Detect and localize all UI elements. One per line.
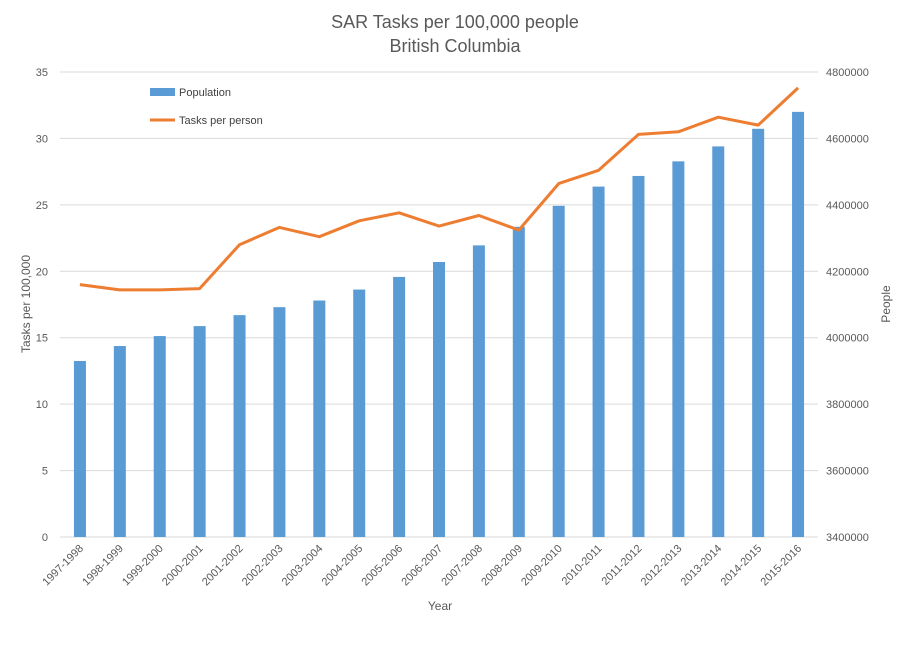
x-tick-label: 1998-1999	[80, 543, 126, 589]
bar-population	[552, 205, 565, 537]
x-tick-label: 2008-2009	[479, 543, 525, 589]
x-tick-label: 2001-2002	[200, 543, 246, 589]
bar-population	[712, 146, 725, 537]
bar-series	[73, 111, 805, 538]
right-tick-label: 3600000	[826, 466, 869, 478]
x-tick-label: 2010-2011	[560, 543, 605, 588]
bar-population	[672, 161, 685, 537]
bar-population	[592, 186, 605, 537]
bar-population	[113, 346, 126, 537]
left-tick-label: 20	[36, 266, 48, 278]
right-tick-label: 4200000	[826, 266, 869, 278]
right-axis-title: People	[879, 285, 893, 323]
right-tick-label: 3400000	[826, 532, 869, 544]
bar-population	[433, 261, 445, 537]
x-axis-title: Year	[428, 599, 452, 613]
right-tick-label: 4600000	[826, 133, 869, 145]
bar-population	[273, 307, 286, 537]
line-series	[79, 86, 800, 292]
line-tasks-per-person	[79, 86, 800, 292]
x-axis-ticks: 1997-19981998-19991999-20002000-20012001…	[40, 543, 804, 589]
bar-population	[512, 226, 525, 537]
left-tick-label: 0	[42, 532, 48, 544]
bar-population	[632, 175, 645, 538]
left-axis-ticks: 0 5 10 15 20 25 30 35	[36, 67, 48, 544]
x-tick-label: 2007-2008	[439, 543, 485, 589]
bar-population	[73, 360, 86, 537]
x-tick-label: 1999-2000	[120, 543, 166, 589]
bar-population	[233, 315, 246, 537]
left-axis-title: Tasks per 100,000	[19, 255, 33, 353]
chart-title: SAR Tasks per 100,000 people	[331, 12, 579, 32]
legend-label-tasks: Tasks per person	[179, 115, 263, 127]
bar-population	[193, 326, 206, 537]
legend-label-population: Population	[179, 87, 231, 99]
left-tick-label: 10	[36, 399, 48, 411]
right-tick-label: 4800000	[826, 67, 869, 79]
left-tick-label: 30	[36, 133, 48, 145]
bar-population	[393, 276, 406, 537]
chart-subtitle: British Columbia	[389, 36, 521, 56]
x-tick-label: 2009-2010	[519, 543, 565, 589]
x-tick-label: 2011-2012	[599, 543, 644, 588]
bar-population	[353, 289, 366, 537]
right-tick-label: 3800000	[826, 399, 869, 411]
right-tick-label: 4000000	[826, 333, 869, 345]
bar-population	[313, 300, 326, 537]
legend: Population Tasks per person	[150, 87, 263, 127]
legend-swatch-population	[150, 88, 175, 96]
left-tick-label: 5	[42, 466, 48, 478]
x-tick-label: 2012-2013	[639, 543, 685, 589]
x-tick-label: 2004-2005	[320, 543, 366, 589]
left-tick-label: 15	[36, 333, 48, 345]
left-tick-label: 25	[36, 200, 48, 212]
bar-population	[792, 111, 805, 537]
x-tick-label: 2013-2014	[679, 543, 725, 589]
x-tick-label: 2015-2016	[758, 543, 804, 589]
x-tick-label: 2006-2007	[399, 543, 445, 589]
x-tick-label: 2014-2015	[719, 543, 765, 589]
x-tick-label: 2002-2003	[240, 543, 286, 589]
bar-population	[752, 128, 765, 537]
left-tick-label: 35	[36, 67, 48, 79]
x-tick-label: 2000-2001	[160, 543, 206, 589]
x-tick-label: 1997-1998	[40, 543, 86, 589]
bar-population	[153, 336, 166, 537]
x-tick-label: 2003-2004	[280, 543, 326, 589]
x-tick-label: 2005-2006	[360, 543, 406, 589]
right-axis-ticks: 3400000 3600000 3800000 4000000 4200000 44000…	[826, 67, 869, 544]
bar-population	[472, 245, 485, 537]
right-tick-label: 4400000	[826, 200, 869, 212]
